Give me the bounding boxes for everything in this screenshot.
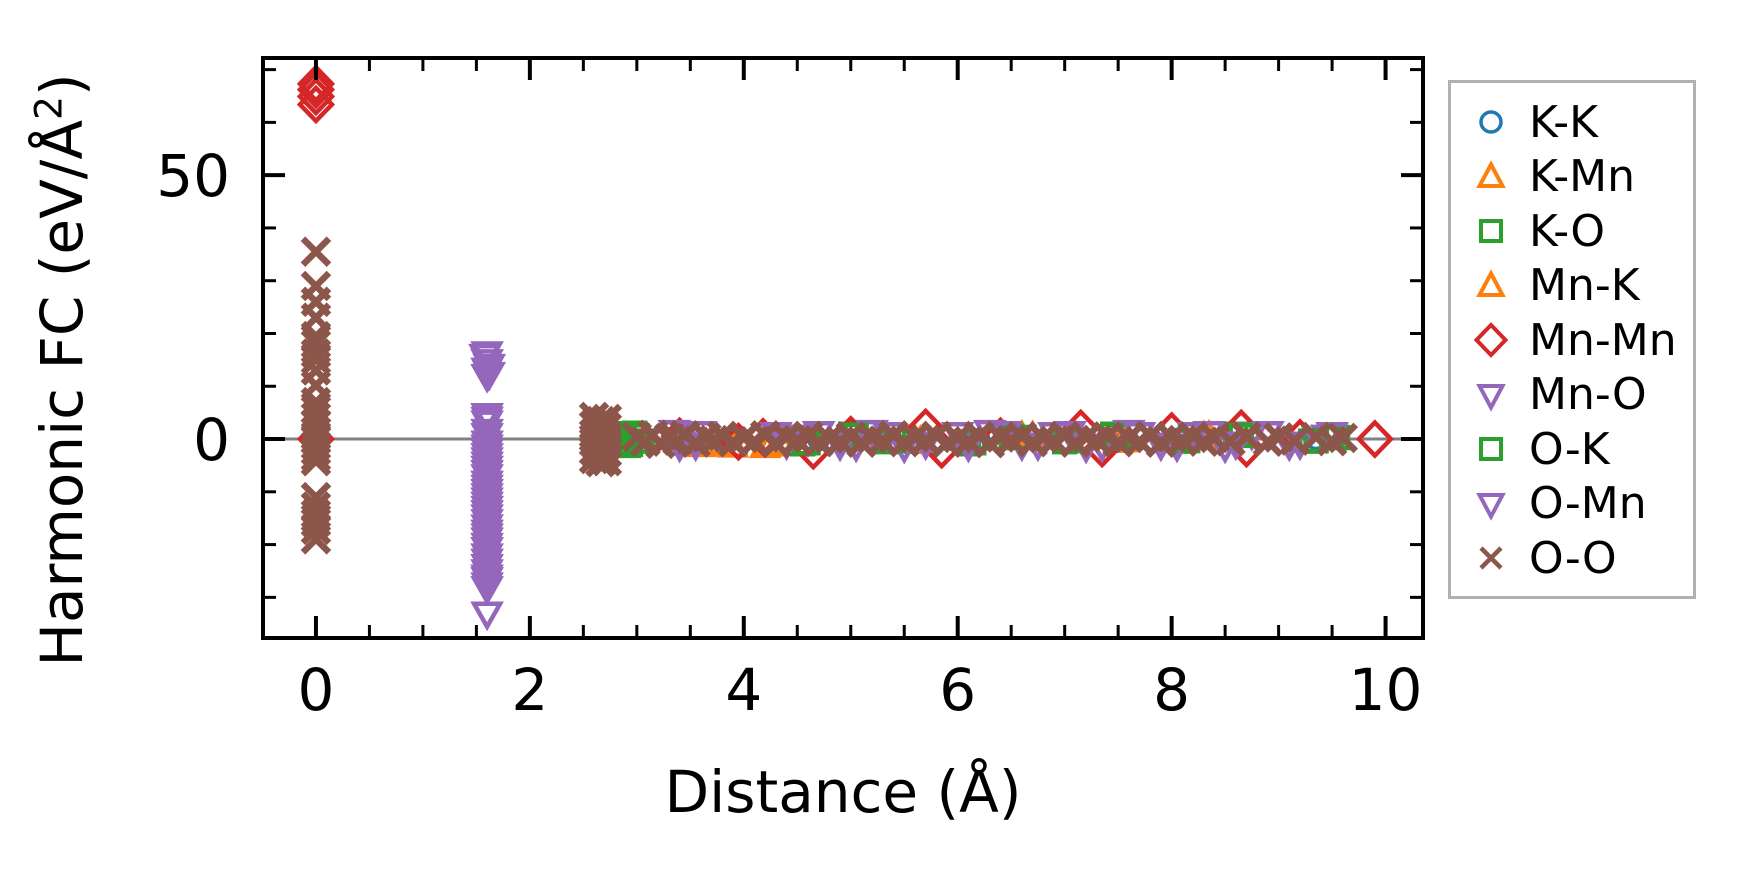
scatter-point-Mn-Mn (296, 84, 336, 125)
scatter-point-O-O (300, 514, 332, 546)
y-tick-label: 50 (156, 142, 230, 210)
legend-label: Mn-Mn (1529, 314, 1677, 366)
x-marker-icon (1479, 546, 1503, 570)
y-axis-label-superscript: 2 (26, 96, 71, 120)
square-marker-icon (1479, 437, 1503, 462)
legend-label: O-K (1529, 423, 1610, 475)
scatter-point-O-Mn (470, 487, 504, 518)
scatter-point-O-Mn (470, 495, 504, 526)
scatter-point-O-Mn (470, 572, 504, 603)
legend-label: K-K (1529, 96, 1598, 148)
y-axis-label: Harmonic FC (eV/Å2) (22, 0, 102, 750)
scatter-point-O-O (1231, 421, 1262, 452)
scatter-point-Mn-Mn (1355, 419, 1395, 459)
scatter-point-O-O (300, 435, 332, 466)
x-tick-label: 0 (297, 656, 334, 724)
legend-label: K-Mn (1529, 151, 1635, 203)
legend-label: K-O (1529, 205, 1605, 257)
x-tick-label: 2 (511, 656, 548, 724)
scatter-point-O-Mn (470, 514, 504, 545)
scatter-point-O-Mn (470, 363, 504, 394)
triangle-up-marker-icon (1476, 269, 1506, 297)
scatter-point-Mn-Mn (296, 76, 336, 117)
x-tick-label: 6 (939, 656, 976, 724)
legend-item-k-mn: K-Mn (1469, 150, 1693, 205)
scatter-point-O-Mn (470, 564, 504, 595)
square-marker-icon (1479, 219, 1503, 244)
x-tick-label: 4 (725, 656, 762, 724)
x-axis-label: Distance (Å) (664, 758, 1022, 826)
plot-frame (261, 56, 1425, 640)
x-tick-label: 8 (1153, 656, 1190, 724)
diamond-marker-icon (1473, 322, 1509, 359)
legend-item-mn-k: Mn-K (1469, 259, 1693, 314)
triangle-down-marker-icon (1476, 492, 1506, 521)
y-tick-label: 0 (193, 406, 230, 474)
scatter-point-Mn-Mn (296, 69, 336, 110)
scatter-point-O-Mn (470, 470, 504, 501)
legend-item-o-k: O-K (1469, 422, 1693, 477)
legend-item-k-o: K-O (1469, 204, 1693, 259)
scatter-point-O-O (1327, 422, 1359, 454)
scatter-point-O-Mn (470, 479, 504, 509)
y-axis-label-base: Harmonic FC (eV/Å (28, 119, 96, 667)
scatter-point-O-Mn (470, 434, 504, 465)
circle-marker-icon (1479, 110, 1503, 134)
scatter-point-Mn-O (470, 601, 504, 632)
scatter-point-O-O (591, 445, 623, 477)
legend-label: O-O (1529, 532, 1617, 584)
scatter-point-O-Mn (470, 451, 504, 482)
scatter-point-O-O (300, 344, 332, 376)
legend-item-o-mn: O-Mn (1469, 477, 1693, 532)
legend-box: K-K K-Mn K-O Mn-K Mn-Mn Mn-O (1448, 80, 1696, 599)
scatter-point-O-O (591, 437, 623, 469)
legend-label: Mn-K (1529, 260, 1640, 312)
scatter-point-O-O (300, 524, 332, 555)
legend-label: O-Mn (1529, 478, 1647, 530)
triangle-up-marker-icon (1476, 160, 1506, 188)
triangle-down-marker-icon (1476, 383, 1506, 412)
legend-item-o-o: O-O (1469, 531, 1693, 586)
legend-item-mn-o: Mn-O (1469, 368, 1693, 423)
y-axis-label-close: ) (28, 73, 96, 96)
scatter-point-O-Mn (470, 443, 504, 473)
legend-label: Mn-O (1529, 369, 1647, 421)
legend-item-mn-mn: Mn-Mn (1469, 313, 1693, 368)
scatter-point-O-Mn (470, 418, 504, 449)
legend-item-k-k: K-K (1469, 95, 1693, 150)
scatter-point-O-O (300, 236, 332, 267)
x-tick-label: 10 (1349, 656, 1423, 724)
scatter-point-O-O (300, 445, 332, 477)
scatter-point-Mn-Mn (296, 64, 336, 104)
